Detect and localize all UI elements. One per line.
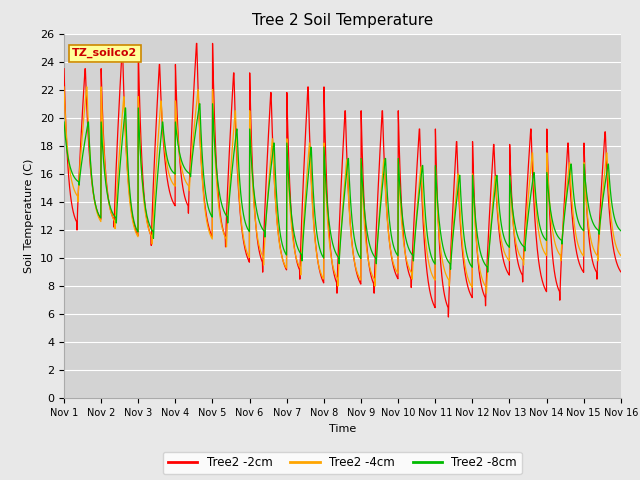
Tree2 -4cm bbox=[287, 220, 295, 226]
Line: Tree2 -2cm: Tree2 -2cm bbox=[64, 43, 621, 317]
Tree2 -2cm bbox=[92, 204, 100, 209]
Tree2 -2cm bbox=[179, 185, 187, 191]
Tree2 -2cm bbox=[60, 66, 68, 72]
Tree2 -2cm bbox=[287, 214, 295, 220]
Tree2 -4cm bbox=[440, 265, 448, 271]
Tree2 -8cm bbox=[617, 228, 625, 234]
Text: TZ_soilco2: TZ_soilco2 bbox=[72, 48, 138, 59]
Tree2 -8cm bbox=[179, 162, 187, 168]
Tree2 -2cm bbox=[291, 244, 298, 250]
Tree2 -8cm bbox=[484, 269, 492, 275]
Tree2 -8cm bbox=[287, 212, 295, 217]
Tree2 -2cm bbox=[445, 314, 452, 320]
Tree2 -4cm bbox=[290, 244, 298, 250]
Tree2 -4cm bbox=[179, 170, 187, 176]
Tree2 -8cm bbox=[92, 204, 100, 209]
Y-axis label: Soil Temperature (C): Soil Temperature (C) bbox=[24, 159, 35, 273]
Tree2 -2cm bbox=[617, 269, 625, 275]
Tree2 -4cm bbox=[268, 136, 276, 142]
Title: Tree 2 Soil Temperature: Tree 2 Soil Temperature bbox=[252, 13, 433, 28]
Tree2 -4cm bbox=[617, 252, 625, 258]
Legend: Tree2 -2cm, Tree2 -4cm, Tree2 -8cm: Tree2 -2cm, Tree2 -4cm, Tree2 -8cm bbox=[163, 452, 522, 474]
Tree2 -8cm bbox=[291, 232, 298, 238]
Line: Tree2 -8cm: Tree2 -8cm bbox=[64, 104, 621, 272]
Tree2 -2cm bbox=[440, 292, 448, 298]
Tree2 -8cm bbox=[196, 101, 204, 107]
Tree2 -4cm bbox=[60, 84, 68, 90]
Tree2 -8cm bbox=[269, 151, 276, 156]
X-axis label: Time: Time bbox=[329, 424, 356, 433]
Tree2 -2cm bbox=[193, 40, 200, 46]
Tree2 -8cm bbox=[60, 119, 68, 125]
Tree2 -4cm bbox=[483, 290, 490, 296]
Line: Tree2 -4cm: Tree2 -4cm bbox=[64, 87, 621, 293]
Tree2 -4cm bbox=[92, 205, 100, 211]
Tree2 -8cm bbox=[440, 250, 448, 255]
Tree2 -2cm bbox=[269, 138, 276, 144]
